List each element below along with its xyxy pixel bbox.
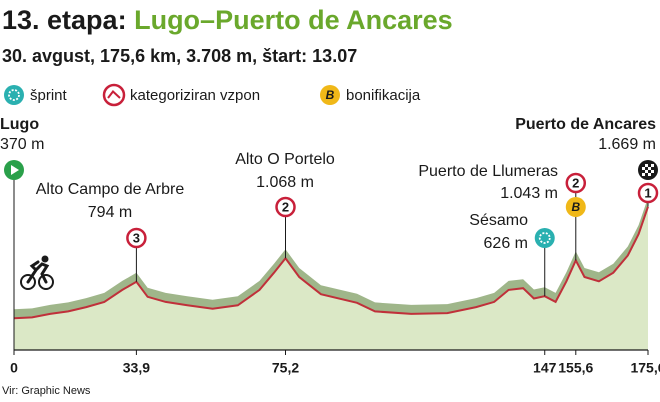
place-name: Alto O Portelo (235, 151, 335, 168)
profile-area (14, 206, 648, 350)
sprint-icon-inner (8, 89, 20, 101)
x-tick-label: 175,6 (630, 360, 660, 376)
x-tick-label: 33,9 (123, 360, 150, 376)
finish-check (648, 173, 651, 176)
climb-category: 3 (133, 230, 140, 245)
legend-label: šprint (30, 87, 68, 104)
sprint-icon-inner (538, 232, 551, 244)
finish-check (642, 173, 645, 176)
bonus-letter: B (571, 200, 580, 214)
rider-wheel (38, 274, 54, 290)
place-elevation: 1.068 m (256, 174, 314, 191)
rider-icon (20, 255, 54, 290)
place-elevation: 1.669 m (598, 136, 656, 153)
source: Vir: Graphic News (2, 385, 91, 397)
bonus-letter: B (326, 88, 335, 102)
place-name: Lugo (0, 116, 39, 133)
rider-wheel (20, 274, 36, 290)
sprint-icon (534, 228, 555, 248)
place-name: Puerto de Ancares (515, 116, 656, 133)
climb-peak (107, 90, 121, 99)
legend-label: bonifikacija (346, 87, 421, 104)
bonus-icon (320, 85, 340, 105)
place-name: Alto Campo de Arbre (36, 181, 185, 198)
x-tick-label: 75,2 (272, 360, 299, 376)
climb-category: 2 (282, 199, 289, 214)
climb-category: 1 (644, 185, 651, 200)
sprint-icon (4, 85, 24, 105)
place-name: Sésamo (469, 212, 528, 229)
subtitle: 30. avgust, 175,6 km, 3.708 m, štart: 13… (2, 46, 357, 66)
climb-category: 2 (572, 175, 579, 190)
profile-top (14, 197, 648, 319)
title-route: Lugo–Puerto de Ancares (134, 5, 453, 35)
place-elevation: 794 m (88, 204, 132, 221)
x-tick-label: 147 (533, 360, 557, 376)
bonus-icon (565, 197, 586, 217)
title-stage: 13. etapa: (2, 5, 127, 35)
x-tick-label: 155,6 (558, 360, 593, 376)
climb-icon (565, 172, 587, 194)
finish-check (648, 167, 651, 170)
place-name: Puerto de Llumeras (418, 163, 558, 180)
climb-icon (637, 182, 659, 204)
climb-icon (126, 227, 147, 249)
finish-check (651, 170, 654, 173)
finish-check (651, 164, 654, 167)
start-arrow (11, 165, 19, 175)
x-tick-label: 0 (10, 360, 18, 376)
climb-icon (275, 196, 296, 218)
finish-check (645, 164, 648, 167)
place-elevation: 1.043 m (500, 185, 558, 202)
rider-head (41, 255, 49, 263)
climb-icon (102, 83, 126, 107)
legend-label: kategoriziran vzpon (130, 87, 260, 104)
finish-check (645, 170, 648, 173)
place-elevation: 370 m (0, 136, 44, 153)
chart-title: 13. etapa: Lugo–Puerto de Ancares (2, 5, 453, 35)
finish-check (642, 167, 645, 170)
rider-body (26, 260, 50, 284)
place-elevation: 626 m (484, 235, 528, 252)
